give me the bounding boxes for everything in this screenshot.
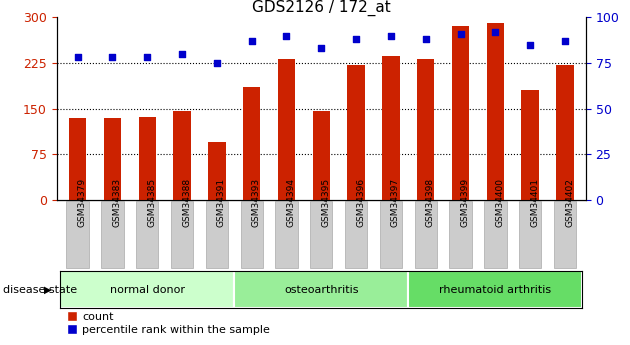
Bar bbox=[417, 59, 435, 200]
Point bbox=[525, 42, 536, 48]
FancyBboxPatch shape bbox=[136, 201, 158, 268]
Text: GSM34402: GSM34402 bbox=[565, 178, 574, 227]
Text: GSM34388: GSM34388 bbox=[182, 178, 191, 227]
Text: GSM34400: GSM34400 bbox=[495, 178, 505, 227]
FancyBboxPatch shape bbox=[415, 201, 437, 268]
Point bbox=[177, 51, 187, 57]
Bar bbox=[382, 56, 399, 200]
FancyBboxPatch shape bbox=[519, 201, 541, 268]
Text: disease state: disease state bbox=[3, 285, 77, 295]
FancyBboxPatch shape bbox=[234, 271, 408, 308]
FancyBboxPatch shape bbox=[380, 201, 402, 268]
Bar bbox=[208, 141, 226, 200]
Point bbox=[246, 38, 256, 44]
FancyBboxPatch shape bbox=[66, 201, 89, 268]
Text: GSM34391: GSM34391 bbox=[217, 178, 226, 227]
Text: GSM34394: GSM34394 bbox=[287, 178, 295, 227]
FancyBboxPatch shape bbox=[241, 201, 263, 268]
Bar bbox=[278, 59, 295, 200]
Point bbox=[142, 55, 152, 60]
FancyBboxPatch shape bbox=[101, 201, 123, 268]
FancyBboxPatch shape bbox=[310, 201, 333, 268]
Text: GSM34401: GSM34401 bbox=[530, 178, 539, 227]
Text: GSM34379: GSM34379 bbox=[77, 178, 86, 227]
Bar bbox=[452, 26, 469, 200]
FancyBboxPatch shape bbox=[554, 201, 576, 268]
Point bbox=[316, 46, 326, 51]
Point bbox=[490, 29, 500, 34]
Bar bbox=[104, 118, 121, 200]
Bar bbox=[486, 23, 504, 200]
FancyBboxPatch shape bbox=[484, 201, 507, 268]
Text: GSM34385: GSM34385 bbox=[147, 178, 156, 227]
Text: GSM34398: GSM34398 bbox=[426, 178, 435, 227]
Point bbox=[107, 55, 117, 60]
Bar bbox=[522, 90, 539, 200]
FancyBboxPatch shape bbox=[449, 201, 472, 268]
Bar bbox=[173, 111, 191, 200]
Bar bbox=[312, 111, 330, 200]
FancyBboxPatch shape bbox=[60, 271, 234, 308]
Text: GSM34399: GSM34399 bbox=[461, 178, 469, 227]
Point bbox=[72, 55, 83, 60]
Title: GDS2126 / 172_at: GDS2126 / 172_at bbox=[252, 0, 391, 16]
FancyBboxPatch shape bbox=[171, 201, 193, 268]
Text: GSM34395: GSM34395 bbox=[321, 178, 330, 227]
FancyBboxPatch shape bbox=[408, 271, 582, 308]
Bar bbox=[243, 87, 260, 200]
Bar bbox=[69, 118, 86, 200]
FancyBboxPatch shape bbox=[275, 201, 297, 268]
Point bbox=[421, 37, 431, 42]
Text: GSM34383: GSM34383 bbox=[112, 178, 122, 227]
Text: GSM34396: GSM34396 bbox=[356, 178, 365, 227]
Bar bbox=[139, 117, 156, 200]
Point bbox=[212, 60, 222, 66]
Point bbox=[560, 38, 570, 44]
Point bbox=[282, 33, 292, 38]
Text: ▶: ▶ bbox=[44, 285, 52, 295]
Point bbox=[386, 33, 396, 38]
Text: normal donor: normal donor bbox=[110, 285, 185, 295]
Text: osteoarthritis: osteoarthritis bbox=[284, 285, 358, 295]
Text: GSM34397: GSM34397 bbox=[391, 178, 400, 227]
Bar bbox=[347, 66, 365, 200]
Legend: count, percentile rank within the sample: count, percentile rank within the sample bbox=[62, 307, 275, 339]
Text: GSM34393: GSM34393 bbox=[251, 178, 261, 227]
FancyBboxPatch shape bbox=[345, 201, 367, 268]
FancyBboxPatch shape bbox=[206, 201, 228, 268]
Text: rheumatoid arthritis: rheumatoid arthritis bbox=[439, 285, 551, 295]
Point bbox=[455, 31, 466, 37]
Point bbox=[351, 37, 361, 42]
Bar bbox=[556, 65, 574, 200]
